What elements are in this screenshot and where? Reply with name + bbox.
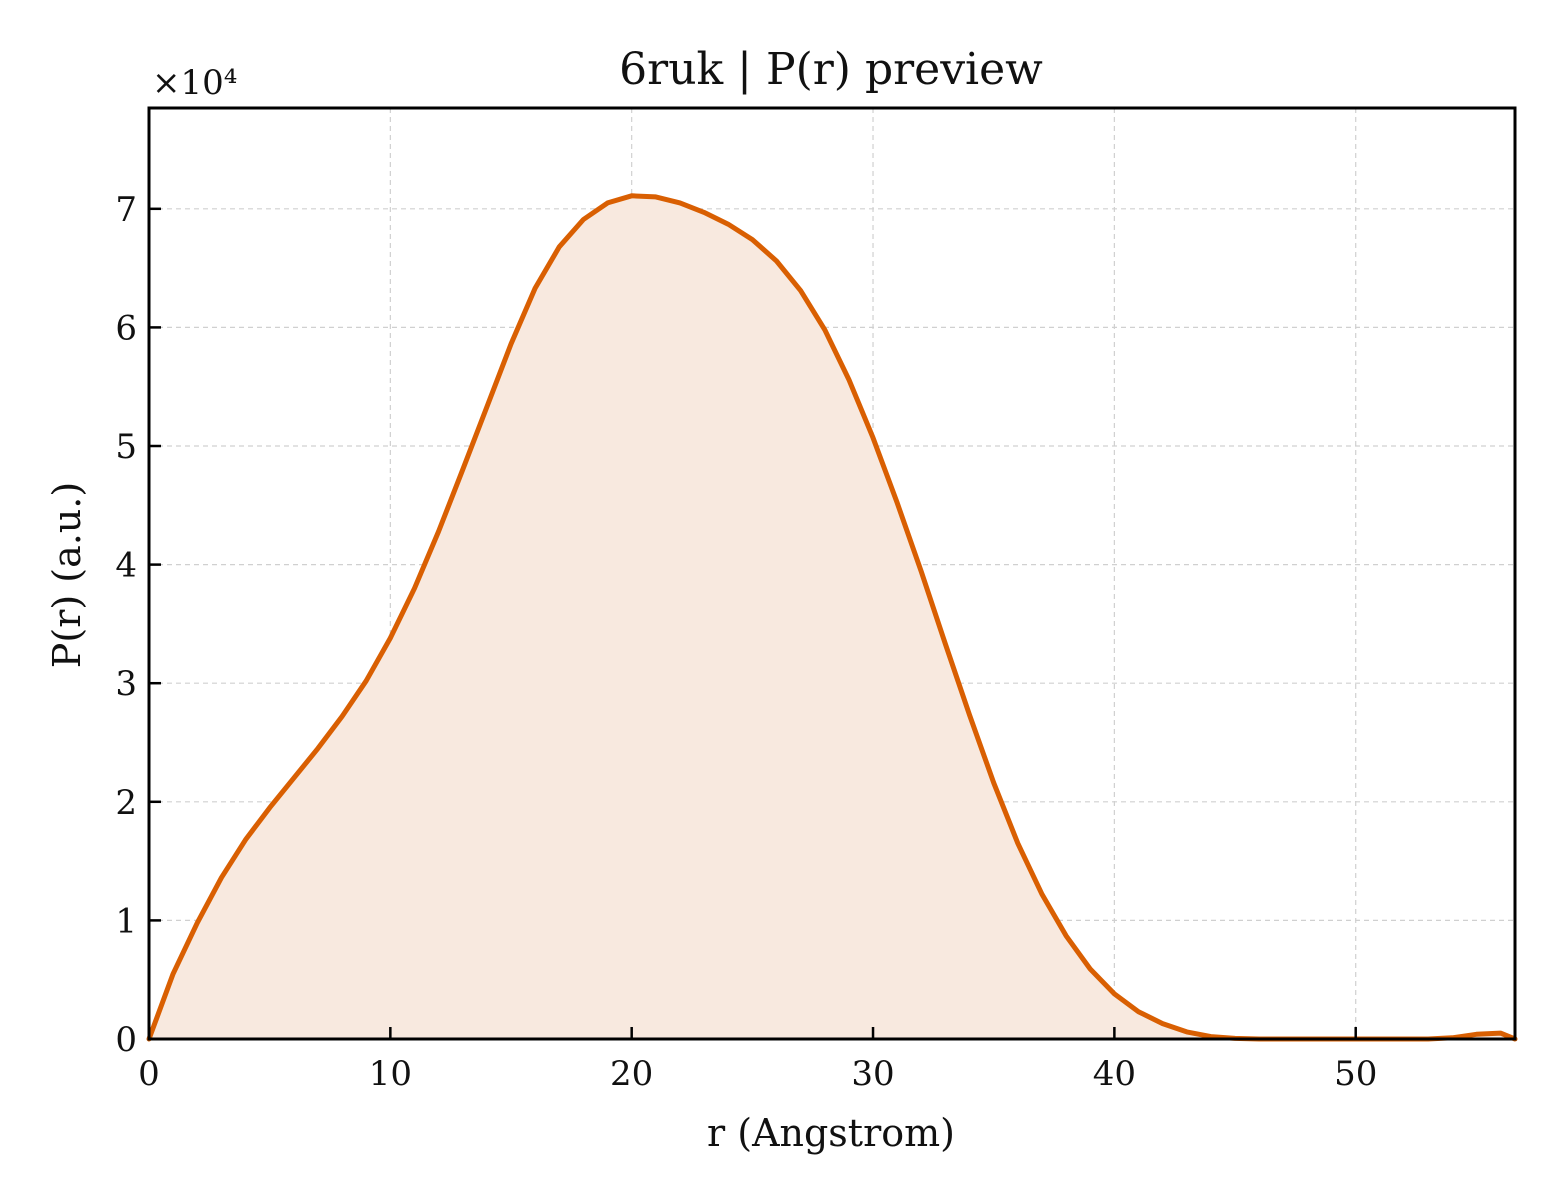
x-tick-label: 40 (1093, 1054, 1136, 1094)
y-tick-label: 0 (115, 1020, 137, 1060)
chart-title: 6ruk | P(r) preview (619, 44, 1043, 95)
x-tick-label: 50 (1334, 1054, 1377, 1094)
y-tick-label: 7 (115, 190, 137, 230)
plot-frame (147, 106, 1517, 1041)
x-tick-label: 30 (851, 1054, 894, 1094)
series-area (149, 195, 1515, 1040)
x-tick-label: 10 (369, 1054, 412, 1094)
x-tick-label: 20 (610, 1054, 653, 1094)
x-tick-label: 0 (138, 1054, 160, 1094)
y-multiplier-label: ×10⁴ (152, 63, 237, 103)
y-tick-label: 3 (115, 664, 137, 704)
y-tick-label: 6 (115, 308, 137, 348)
y-tick-label: 5 (115, 427, 137, 467)
x-axis-label: r (Angstrom) (707, 1111, 955, 1155)
y-tick-label: 2 (115, 783, 137, 823)
y-tick-label: 1 (115, 901, 137, 941)
y-axis-label: P(r) (a.u.) (45, 482, 89, 668)
tick-marks (147, 207, 1357, 1041)
y-tick-label: 4 (115, 546, 137, 586)
tick-labels: 0 10 20 30 40 50 0 1 2 3 4 5 6 7 (115, 190, 1377, 1094)
